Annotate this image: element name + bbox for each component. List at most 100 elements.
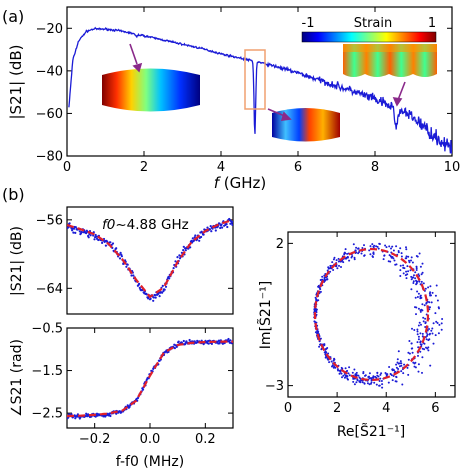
data-point (72, 231, 75, 234)
data-point (313, 320, 316, 323)
data-point (200, 235, 203, 239)
panel-a-xtick-label: 2 (140, 160, 148, 175)
data-point (217, 339, 221, 342)
panel-a-ytick-label: −20 (36, 22, 63, 37)
panel-b-phase-xlabel: f-f0 (MHz) (116, 454, 184, 470)
data-point (313, 308, 316, 311)
data-point (419, 310, 422, 313)
annotation-rest: ~4.88 GHz (115, 217, 188, 233)
data-point (332, 258, 335, 261)
data-point (111, 242, 115, 245)
panel-b-phase-fit (67, 340, 233, 418)
data-point (399, 264, 402, 267)
data-point (357, 247, 360, 250)
data-point (407, 270, 410, 273)
data-point (417, 363, 420, 366)
data-point (385, 246, 388, 249)
panel-a-xtick-label: 8 (371, 160, 379, 175)
data-point (327, 267, 330, 270)
data-point (366, 382, 369, 385)
data-point (417, 354, 419, 357)
data-point (414, 277, 417, 280)
data-point (405, 248, 408, 251)
panel-a-ytick-label: −80 (36, 150, 63, 165)
panel-b-phase: −0.2 0.0 0.2 −0.5 −1.5 −2.5 f-f0 (MHz) ∠S21 (… (9, 322, 234, 470)
data-point (208, 228, 212, 231)
data-point (394, 380, 397, 383)
data-point (358, 380, 361, 383)
data-point (421, 303, 424, 306)
panel-b2-xtick-label: 0.2 (195, 432, 216, 447)
data-point (351, 371, 354, 374)
data-point (414, 306, 416, 309)
data-point (416, 341, 419, 344)
annotation-italic: f0 (102, 217, 115, 233)
data-point (418, 252, 421, 255)
data-point (399, 247, 402, 250)
data-point (348, 374, 351, 377)
data-point (417, 324, 420, 327)
data-point (413, 329, 416, 331)
panel-a-ytick-label: −40 (36, 64, 63, 79)
data-point (415, 267, 418, 270)
data-point (436, 299, 439, 302)
data-point (202, 233, 205, 236)
data-point (429, 364, 432, 367)
data-point (353, 256, 356, 259)
data-point (383, 254, 386, 257)
data-point (415, 265, 418, 268)
data-point (333, 365, 336, 368)
data-point (120, 255, 123, 258)
data-point (343, 376, 346, 379)
data-point (434, 312, 437, 315)
panel-b-circle-data (313, 242, 444, 389)
data-point (336, 368, 339, 371)
data-point (420, 280, 423, 283)
panel-a-label: (a) (2, 7, 24, 26)
data-point (399, 362, 401, 365)
data-point (435, 284, 438, 287)
data-point (229, 339, 232, 342)
data-point (210, 342, 213, 345)
panel-a-series-line (68, 26, 452, 154)
data-point (358, 376, 361, 379)
data-point (392, 249, 395, 252)
data-point (413, 274, 415, 277)
panel-b-phase-data (67, 337, 233, 420)
data-point (230, 220, 233, 223)
data-point (426, 333, 429, 336)
panel-a-frame (66, 6, 453, 157)
data-point (410, 342, 413, 345)
data-point (424, 287, 427, 290)
data-point (329, 266, 332, 269)
panel-b-magnitude: −56 −64 f0~4.88 GHz |S21| (dB) (9, 206, 234, 315)
data-point (78, 230, 81, 233)
data-point (421, 271, 424, 274)
data-point (429, 332, 431, 335)
data-point (331, 261, 334, 264)
data-point (346, 252, 349, 255)
data-point (369, 245, 372, 248)
data-point (402, 372, 405, 375)
data-point (424, 326, 427, 328)
data-point (406, 366, 409, 369)
panel-b1-ytick-label: −64 (36, 282, 63, 297)
data-point (417, 370, 420, 373)
data-point (377, 247, 380, 250)
data-point (399, 275, 402, 277)
data-point (429, 285, 432, 288)
data-point (390, 251, 393, 254)
panel-b-phase-ticks: −0.2 0.0 0.2 −0.5 −1.5 −2.5 (31, 322, 233, 447)
data-point (317, 299, 320, 302)
data-point (345, 374, 348, 377)
data-point (74, 231, 77, 234)
panel-b3-xtick-label: 2 (333, 401, 341, 416)
panel-b2-ytick-label: −1.5 (31, 364, 63, 379)
data-point (372, 376, 375, 379)
data-point (360, 252, 363, 255)
data-point (101, 241, 104, 244)
data-point (71, 229, 74, 232)
data-point (415, 255, 418, 257)
data-point (318, 287, 321, 289)
data-point (405, 277, 408, 280)
